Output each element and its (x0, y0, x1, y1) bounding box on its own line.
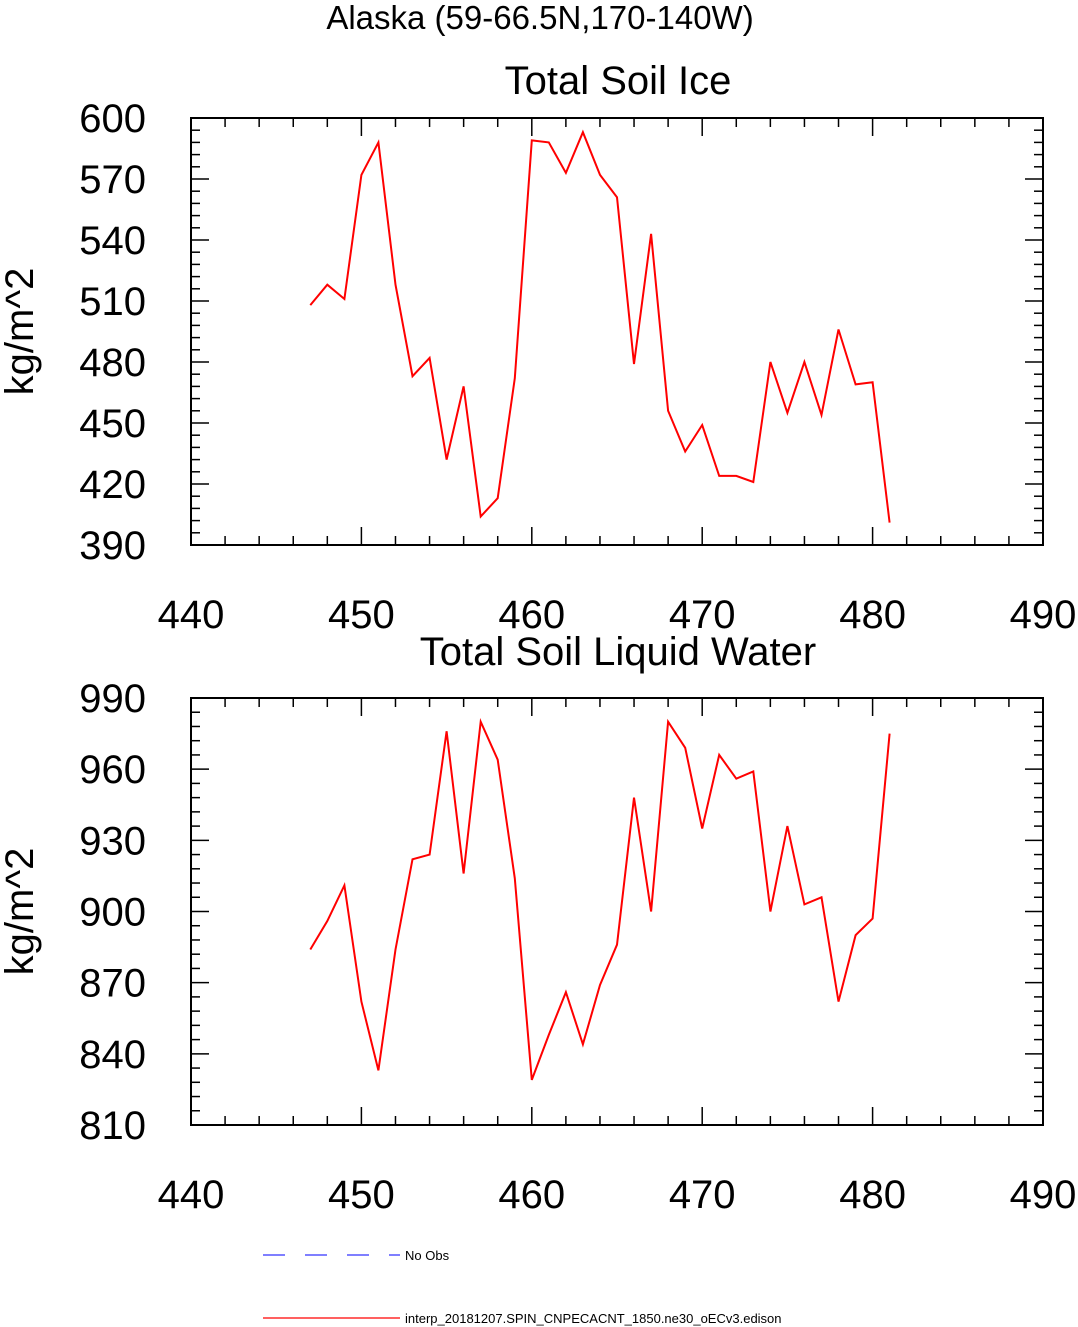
x-tick-label: 470 (669, 1173, 736, 1217)
y-tick-label: 480 (79, 341, 146, 385)
y-tick-label: 900 (79, 891, 146, 935)
y-tick-label: 600 (79, 97, 146, 141)
x-tick-label: 440 (158, 593, 225, 637)
y-tick-label: 450 (79, 402, 146, 446)
y-tick-label: 810 (79, 1104, 146, 1148)
y-tick-label: 930 (79, 819, 146, 863)
y-tick-label: 510 (79, 280, 146, 324)
y-tick-label: 390 (79, 524, 146, 568)
x-tick-label: 470 (669, 593, 736, 637)
x-tick-label: 490 (1010, 1173, 1077, 1217)
legend-label-model: interp_20181207.SPIN_CNPECACNT_1850.ne30… (405, 1311, 782, 1326)
y-axis-label: kg/m^2 (0, 268, 42, 396)
x-tick-label: 480 (839, 593, 906, 637)
y-tick-label: 570 (79, 158, 146, 202)
panel-title: Total Soil Liquid Water (420, 630, 816, 674)
series-line (309, 129, 891, 523)
y-axis-label: kg/m^2 (0, 848, 42, 976)
x-tick-label: 450 (328, 593, 395, 637)
x-tick-label: 440 (158, 1173, 225, 1217)
plot-frame (190, 697, 1044, 1126)
legend-label-no-obs: No Obs (405, 1248, 450, 1263)
figure-title: Alaska (59-66.5N,170-140W) (326, 0, 753, 36)
legend: No Obs interp_20181207.SPIN_CNPECACNT_18… (263, 1248, 782, 1326)
y-tick-label: 540 (79, 219, 146, 263)
y-tick-label: 420 (79, 463, 146, 507)
panel-total-soil-ice: Total Soil Ice kg/m^2 440 450 460 470 480 490… (0, 59, 1076, 637)
x-tick-label: 490 (1010, 593, 1077, 637)
panel-total-soil-liquid-water: Total Soil Liquid Water kg/m^2 440 450 460… (0, 630, 1076, 1217)
y-tick-label: 960 (79, 748, 146, 792)
x-tick-label: 460 (498, 593, 565, 637)
x-tick-label: 450 (328, 1173, 395, 1217)
y-tick-label: 840 (79, 1033, 146, 1077)
plot-frame (190, 117, 1044, 546)
x-tick-label: 460 (498, 1173, 565, 1217)
y-tick-label: 990 (79, 677, 146, 721)
y-tick-label: 870 (79, 962, 146, 1006)
series-line (309, 717, 891, 1081)
x-tick-label: 480 (839, 1173, 906, 1217)
panel-title: Total Soil Ice (505, 59, 732, 103)
